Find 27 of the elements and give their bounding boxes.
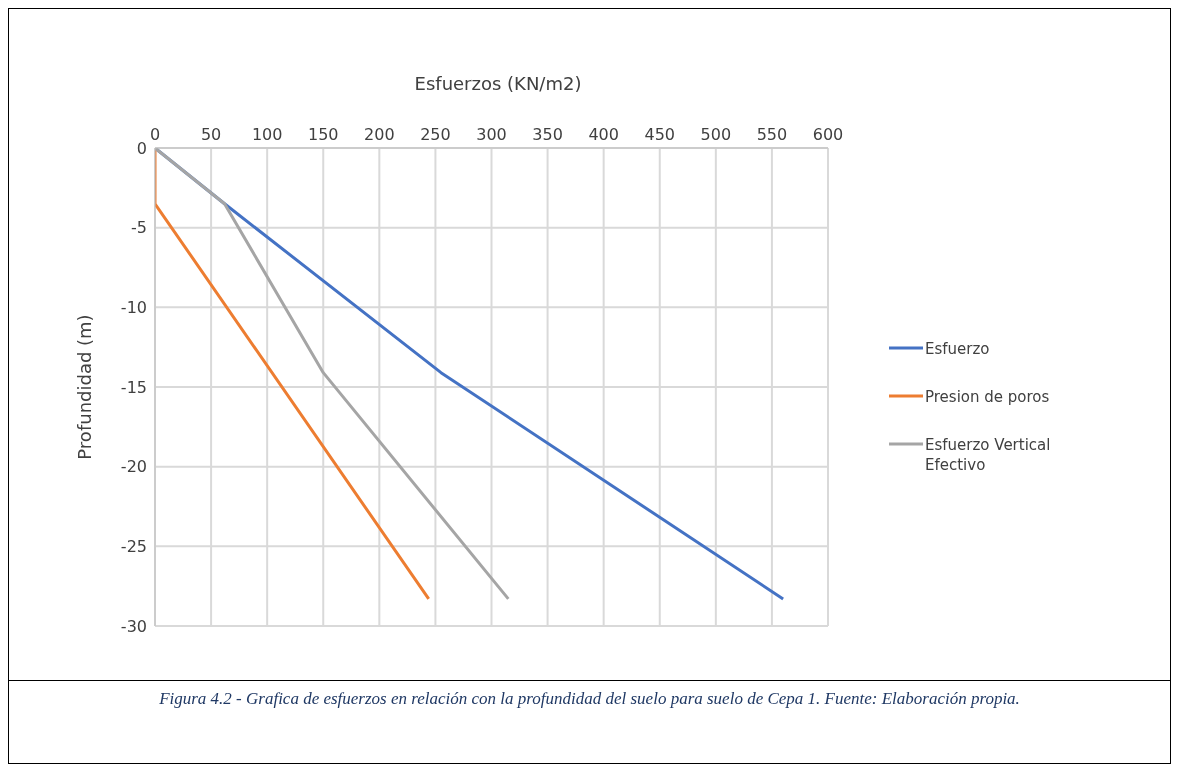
line-series (155, 148, 510, 601)
x-tick-label: 300 (476, 125, 507, 144)
legend-label: Presion de poros (925, 387, 1051, 407)
y-tick-label: -25 (120, 537, 147, 557)
x-tick-label: 200 (364, 125, 395, 144)
y-tick-label: -15 (120, 377, 147, 397)
x-tick-label: 450 (644, 125, 676, 144)
y-tick-label: -30 (120, 616, 147, 636)
x-tick-label: 600 (812, 125, 844, 144)
text: Figura 4.2 - Grafica de esfuerzos en relación con la profundidad del suelo para suelo de Cepa 1. Fuente: Elaboración propia. (158, 689, 1021, 709)
y-tick-label: 0 (136, 138, 147, 158)
x-tick-label: 500 (700, 125, 732, 144)
x-tick-label: 100 (251, 125, 283, 144)
x-tick-label: 50 (200, 125, 222, 144)
legend-label: Esfuerzo Vertical Efectivo (925, 435, 1052, 475)
x-tick-label: 250 (420, 125, 451, 144)
x-axis-title: Esfuerzos (KN/m2) (413, 73, 583, 94)
y-tick-label: -5 (131, 218, 147, 238)
y-tick-label: -20 (120, 457, 147, 477)
y-axis-title: Profundidad (m) (74, 314, 96, 460)
x-tick-label: 400 (588, 125, 619, 144)
x-tick-label: 350 (532, 125, 563, 144)
y-tick-label: -10 (120, 298, 147, 318)
legend-label: Esfuerzo (925, 339, 991, 359)
x-tick-label: 150 (307, 125, 339, 144)
x-tick-label: 0 (149, 125, 161, 144)
x-tick-label: 550 (756, 125, 788, 144)
